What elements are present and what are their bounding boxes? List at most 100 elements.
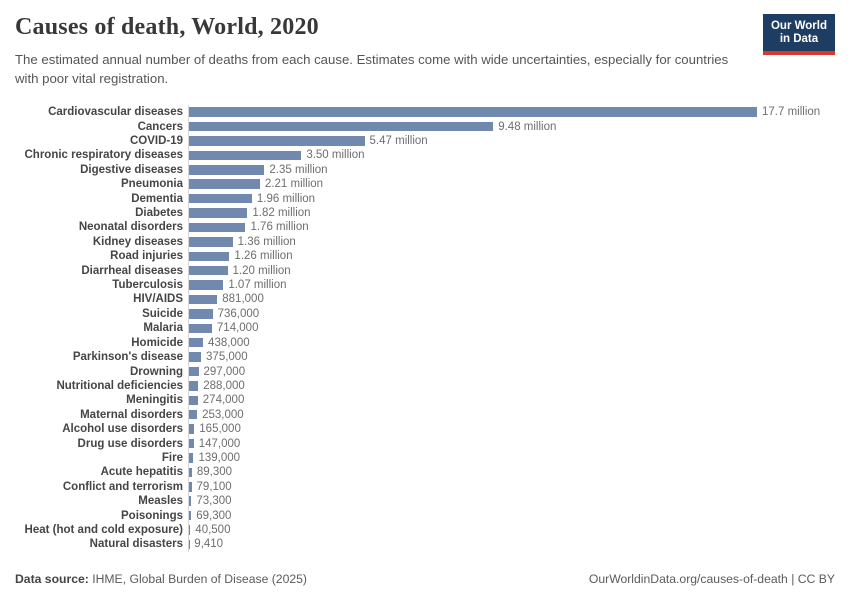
bar[interactable]: [189, 121, 494, 132]
value-label: 1.96 million: [256, 192, 316, 205]
bar[interactable]: [189, 337, 204, 348]
category-label: Fire: [161, 451, 183, 464]
bar-track: 714,000: [188, 321, 850, 336]
category-label: Tuberculosis: [112, 279, 183, 292]
bar-track: 5.47 million: [188, 133, 850, 149]
chart-row: Alcohol use disorders 165,000: [0, 421, 850, 437]
value-label: 375,000: [206, 351, 248, 364]
bar[interactable]: [189, 193, 252, 204]
page-title: Causes of death, World, 2020: [15, 14, 319, 40]
category-label: Cancers: [137, 120, 183, 133]
category-label: Suicide: [142, 307, 183, 320]
value-label: 9.48 million: [498, 120, 557, 133]
bar[interactable]: [189, 251, 230, 262]
value-label: 3.50 million: [306, 149, 365, 162]
chart-row: Fire 139,000: [0, 450, 850, 466]
value-label: 1.20 million: [232, 264, 291, 277]
value-label: 2.35 million: [269, 163, 328, 176]
chart-row: Measles 73,300: [0, 493, 850, 509]
value-label: 714,000: [216, 322, 259, 335]
chart-subtitle: The estimated annual number of deaths fr…: [15, 52, 729, 86]
chart-row: Diabetes 1.82 million: [0, 205, 850, 221]
bar[interactable]: [189, 294, 218, 305]
category-label: Acute hepatitis: [100, 466, 183, 479]
value-label: 881,000: [222, 293, 264, 306]
bar[interactable]: [189, 409, 198, 420]
value-label: 17.7 million: [762, 106, 821, 119]
value-label: 147,000: [198, 437, 241, 450]
bar[interactable]: [189, 165, 265, 175]
chart-row: COVID-19 5.47 million: [0, 133, 850, 149]
category-label: Heat (hot and cold exposure): [24, 523, 183, 536]
bar[interactable]: [189, 208, 248, 218]
chart-row: Acute hepatitis 89,300: [0, 465, 850, 480]
chart-row: Meningitis 274,000: [0, 393, 850, 408]
chart-footer: Data source: IHME, Global Burden of Dise…: [15, 572, 835, 586]
value-label: 40,500: [195, 523, 231, 536]
category-label: Natural disasters: [89, 538, 183, 551]
category-label: Dementia: [131, 192, 183, 205]
value-label: 1.76 million: [250, 221, 309, 234]
bar[interactable]: [189, 136, 365, 146]
category-label: Malaria: [143, 322, 183, 335]
bar-track: 274,000: [188, 393, 850, 408]
bar-track: 147,000: [188, 436, 850, 451]
bar[interactable]: [189, 309, 213, 319]
bar-track: 17.7 million: [188, 105, 850, 120]
bar[interactable]: [189, 482, 192, 492]
bar-track: 1.20 million: [188, 263, 850, 278]
bar-track: 297,000: [188, 364, 850, 379]
chart-row: Chronic respiratory diseases 3.50 millio…: [0, 148, 850, 163]
bar[interactable]: [189, 381, 199, 391]
chart-row: Conflict and terrorism 79,100: [0, 479, 850, 494]
bar[interactable]: [189, 453, 194, 463]
bar[interactable]: [189, 265, 228, 276]
bar-track: 881,000: [188, 292, 850, 307]
bar[interactable]: [189, 366, 199, 377]
bar-track: 2.35 million: [188, 162, 850, 178]
bar[interactable]: [189, 107, 757, 117]
value-label: 1.36 million: [237, 235, 296, 248]
bar[interactable]: [189, 280, 224, 290]
bar-track: 1.07 million: [188, 277, 850, 293]
bar[interactable]: [189, 424, 195, 434]
bar[interactable]: [189, 179, 260, 189]
bar[interactable]: [189, 395, 198, 406]
bar[interactable]: [189, 237, 233, 247]
bar[interactable]: [189, 525, 191, 535]
value-label: 2.21 million: [264, 178, 324, 191]
data-source: Data source: IHME, Global Burden of Dise…: [15, 572, 307, 586]
owid-logo-line2: in Data: [779, 33, 819, 45]
value-label: 736,000: [217, 307, 260, 320]
value-label: 1.07 million: [228, 279, 287, 292]
chart-row: Neonatal disorders 1.76 million: [0, 220, 850, 235]
bar[interactable]: [189, 352, 202, 362]
chart-row: Tuberculosis 1.07 million: [0, 277, 850, 293]
category-label: Drowning: [129, 365, 183, 378]
chart-row: Diarrheal diseases 1.20 million: [0, 263, 850, 278]
bar-track: 79,100: [188, 479, 850, 494]
chart-row: Maternal disorders 253,000: [0, 407, 850, 422]
bar[interactable]: [189, 438, 194, 449]
category-label: Digestive diseases: [80, 163, 183, 176]
bar[interactable]: [189, 510, 192, 521]
value-label: 9,410: [194, 538, 224, 551]
category-label: Poisonings: [121, 509, 183, 522]
bar[interactable]: [189, 150, 302, 161]
chart-row: Malaria 714,000: [0, 321, 850, 336]
bar[interactable]: [189, 222, 246, 233]
chart-row: Cancers 9.48 million: [0, 119, 850, 134]
value-label: 79,100: [196, 480, 232, 493]
bar[interactable]: [189, 323, 212, 334]
category-label: Homicide: [131, 336, 183, 349]
bar-track: 89,300: [188, 465, 850, 480]
bar[interactable]: [189, 496, 192, 506]
bar-track: 1.76 million: [188, 220, 850, 235]
chart-row: Homicide 438,000: [0, 335, 850, 350]
category-label: Alcohol use disorders: [62, 423, 183, 436]
bar[interactable]: [189, 467, 192, 478]
chart-row: Heat (hot and cold exposure) 40,500: [0, 522, 850, 538]
category-label: Cardiovascular diseases: [48, 106, 183, 119]
chart-row: Pneumonia 2.21 million: [0, 177, 850, 192]
bar-track: 253,000: [188, 407, 850, 422]
